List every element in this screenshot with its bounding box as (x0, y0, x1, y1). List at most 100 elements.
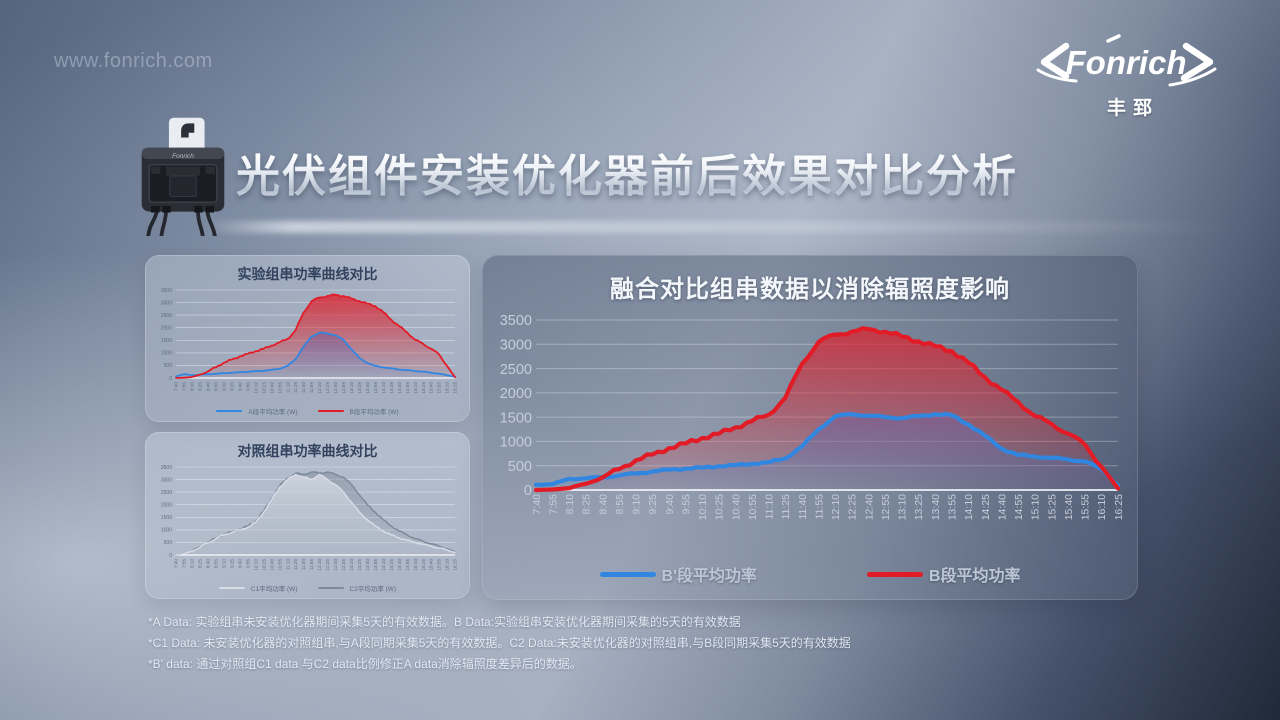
page-title: 光伏组件安装优化器前后效果对比分析 (236, 140, 1018, 204)
svg-text:0: 0 (169, 553, 172, 559)
fonrich-logo: Fonrich 丰郅 (1030, 34, 1222, 120)
svg-text:14:40: 14:40 (397, 559, 402, 571)
title-underline-glow (205, 221, 1280, 233)
svg-text:16:25: 16:25 (1113, 494, 1125, 520)
svg-text:14:55: 14:55 (405, 382, 410, 394)
control-chart-legend: C1平均功率 (W) C2平均功率 (W) (145, 583, 470, 593)
svg-text:9:40: 9:40 (237, 559, 242, 568)
legend-item-b: B段平均功率 (866, 562, 1020, 586)
svg-text:11:10: 11:10 (285, 382, 290, 394)
svg-text:10:10: 10:10 (253, 559, 258, 571)
legend-line-a (216, 409, 243, 413)
svg-text:8:55: 8:55 (214, 382, 219, 391)
control-chart: 0 500 1000 1500 2000 2500 3000 3500 7:40 7:55 8:10… (161, 465, 458, 571)
svg-text:16:25: 16:25 (453, 559, 458, 571)
svg-text:14:10: 14:10 (963, 494, 975, 520)
svg-text:8:40: 8:40 (206, 382, 211, 391)
svg-text:8:25: 8:25 (198, 382, 203, 391)
svg-text:3000: 3000 (500, 338, 532, 354)
svg-text:1500: 1500 (161, 338, 172, 344)
device-cable (196, 209, 205, 236)
svg-text:13:55: 13:55 (947, 494, 959, 520)
svg-text:2000: 2000 (161, 503, 172, 509)
svg-text:12:25: 12:25 (325, 559, 330, 571)
svg-text:15:40: 15:40 (429, 559, 434, 571)
svg-text:8:10: 8:10 (190, 382, 195, 391)
svg-text:2000: 2000 (500, 386, 532, 402)
svg-text:15:10: 15:10 (413, 382, 418, 394)
svg-text:14:25: 14:25 (389, 382, 394, 394)
svg-text:14:25: 14:25 (389, 559, 394, 571)
svg-text:8:10: 8:10 (190, 559, 195, 568)
svg-text:9:55: 9:55 (245, 382, 250, 391)
device-connector (162, 205, 171, 213)
legend-line-c1 (218, 586, 245, 590)
device-clip (151, 166, 161, 175)
svg-text:15:10: 15:10 (1030, 494, 1042, 520)
svg-text:15:55: 15:55 (437, 382, 442, 394)
legend-label-b: B段平均功率 (W) (349, 409, 399, 416)
svg-text:15:55: 15:55 (437, 559, 442, 571)
legend-item-c2: C2平均功率 (W) (317, 583, 397, 593)
svg-text:9:55: 9:55 (245, 559, 250, 568)
svg-text:13:40: 13:40 (365, 559, 370, 571)
svg-text:8:25: 8:25 (198, 559, 203, 568)
svg-text:12:10: 12:10 (830, 494, 842, 520)
svg-text:3500: 3500 (161, 465, 172, 471)
svg-text:12:40: 12:40 (333, 559, 338, 571)
svg-text:3500: 3500 (161, 288, 172, 294)
svg-text:7:40: 7:40 (531, 494, 543, 515)
svg-text:9:10: 9:10 (631, 494, 643, 515)
legend-label-c2: C2平均功率 (W) (349, 586, 397, 593)
svg-text:12:25: 12:25 (325, 382, 330, 394)
svg-text:14:55: 14:55 (1013, 494, 1025, 520)
fusion-chart: 0 500 1000 1500 2000 2500 3000 3500 7:40 7:55 8:10… (500, 313, 1125, 520)
svg-text:13:10: 13:10 (349, 382, 354, 394)
svg-text:14:55: 14:55 (405, 559, 410, 571)
svg-text:11:40: 11:40 (301, 559, 306, 571)
legend-line-c2 (317, 586, 344, 590)
svg-text:13:25: 13:25 (913, 494, 925, 520)
svg-text:15:40: 15:40 (429, 382, 434, 394)
svg-text:3500: 3500 (500, 313, 532, 329)
experiment-chart-title: 实验组串功率曲线对比 (237, 266, 378, 282)
svg-text:11:25: 11:25 (293, 382, 298, 394)
svg-text:3000: 3000 (161, 300, 172, 306)
svg-text:11:55: 11:55 (309, 382, 314, 394)
svg-text:9:10: 9:10 (222, 382, 227, 391)
svg-text:10:25: 10:25 (261, 559, 266, 571)
svg-text:7:40: 7:40 (174, 382, 179, 391)
svg-text:12:10: 12:10 (317, 559, 322, 571)
svg-text:3000: 3000 (161, 477, 172, 483)
device-cable (146, 209, 159, 236)
svg-text:12:40: 12:40 (333, 382, 338, 394)
svg-text:11:25: 11:25 (293, 559, 298, 571)
svg-text:9:10: 9:10 (222, 559, 227, 568)
svg-text:14:40: 14:40 (996, 494, 1008, 520)
svg-text:500: 500 (164, 363, 173, 369)
svg-text:9:25: 9:25 (230, 559, 235, 568)
svg-text:13:40: 13:40 (365, 382, 370, 394)
svg-text:2500: 2500 (500, 362, 532, 378)
logo-chinese-name: 丰郅 (1106, 98, 1159, 119)
svg-text:8:55: 8:55 (614, 494, 626, 515)
optimizer-device-image: Fonrich (141, 117, 225, 236)
control-chart-title: 对照组串功率曲线对比 (237, 443, 378, 459)
svg-text:11:40: 11:40 (301, 382, 306, 394)
svg-text:12:55: 12:55 (341, 559, 346, 571)
svg-text:15:25: 15:25 (1046, 494, 1058, 520)
svg-text:0: 0 (169, 376, 172, 382)
svg-text:10:40: 10:40 (269, 559, 274, 571)
svg-text:10:40: 10:40 (730, 494, 742, 520)
svg-text:8:40: 8:40 (597, 494, 609, 515)
svg-text:13:10: 13:10 (897, 494, 909, 520)
experiment-chart: 0 500 1000 1500 2000 2500 3000 3500 7:40 7:55 8:10… (161, 288, 458, 394)
svg-text:13:55: 13:55 (373, 559, 378, 571)
svg-text:10:10: 10:10 (253, 382, 258, 394)
svg-text:8:40: 8:40 (206, 559, 211, 568)
svg-text:1500: 1500 (161, 515, 172, 521)
svg-text:500: 500 (164, 540, 173, 546)
experiment-chart-panel: 实验组串功率曲线对比 0 500 1000 1500 2000 2500 3000 3500 7… (145, 255, 470, 422)
svg-text:9:25: 9:25 (647, 494, 659, 515)
